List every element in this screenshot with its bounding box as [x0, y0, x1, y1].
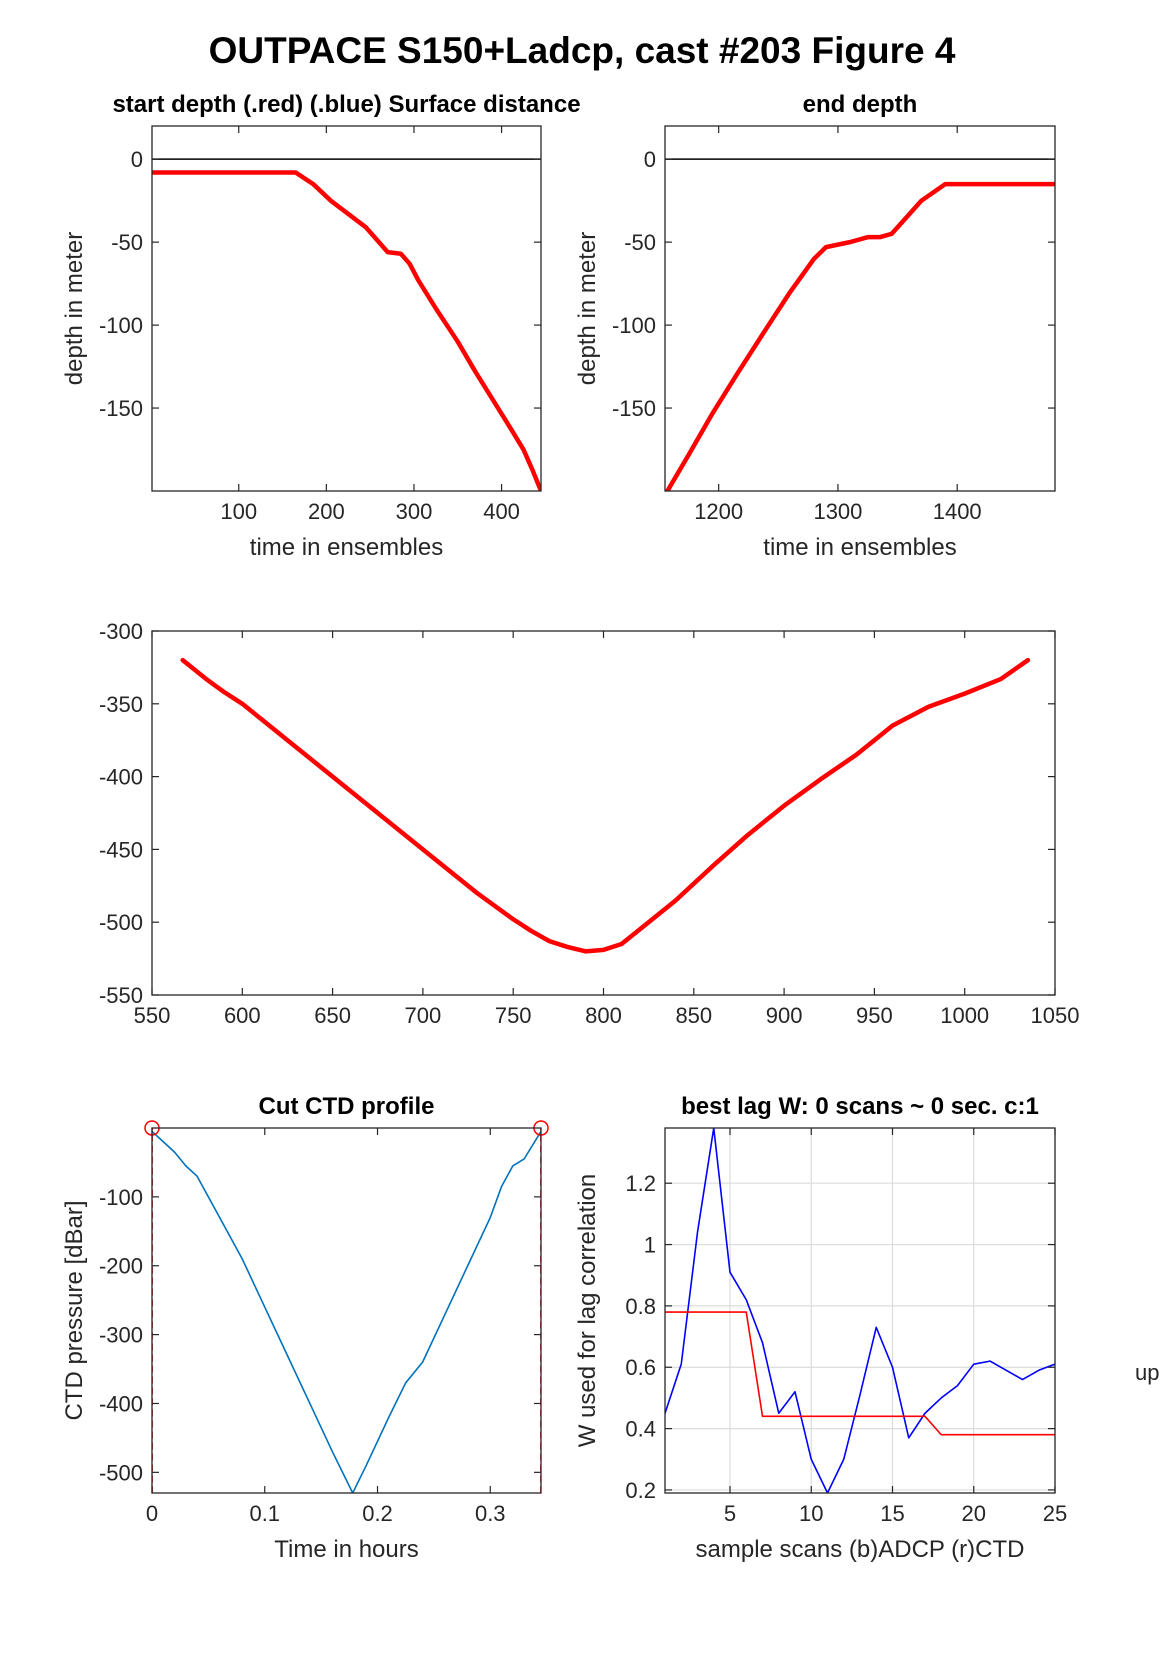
- series-line-1: [665, 1128, 1055, 1493]
- x-tick-label: 950: [856, 1003, 893, 1028]
- x-tick-label: 600: [224, 1003, 261, 1028]
- x-tick-label: 900: [766, 1003, 803, 1028]
- x-tick-label: 0: [146, 1501, 158, 1526]
- y-tick-label: -300: [99, 619, 143, 644]
- x-axis-label: time in ensembles: [763, 534, 956, 561]
- axes-box: [664, 1127, 1056, 1494]
- x-tick-label: 550: [134, 1003, 171, 1028]
- x-tick-label: 0.2: [362, 1501, 393, 1526]
- y-axis-label: CTD pressure [dBar]: [61, 1200, 88, 1420]
- y-tick-label: -50: [111, 230, 143, 255]
- panel-end: 1200 1300 1400 0 -50 -100 -150 end depth time in…: [574, 91, 1056, 561]
- series-line-2: [665, 1311, 1055, 1436]
- series-line-1: [152, 1130, 541, 1493]
- x-tick-label: 100: [220, 499, 257, 524]
- y-axis-label: W used for lag correlation: [574, 1174, 601, 1447]
- y-tick-label: 0.2: [625, 1478, 656, 1503]
- y-tick-label: -350: [99, 692, 143, 717]
- x-tick-label: 400: [483, 499, 520, 524]
- series-line-1: [152, 170, 541, 491]
- y-tick-label: 1: [644, 1233, 656, 1258]
- panel-middle: 550 600 650 700 750 800 850 900 950 1000 1050 -300 -…: [99, 619, 1080, 1028]
- axes-box: [151, 125, 542, 492]
- y-tick-label: -500: [99, 910, 143, 935]
- x-axis-label: time in ensembles: [250, 534, 443, 561]
- y-tick-label: -550: [99, 983, 143, 1008]
- y-axis-label: depth in meter: [61, 232, 88, 385]
- x-tick-label: 650: [314, 1003, 351, 1028]
- axes-box: [151, 630, 1056, 996]
- x-tick-label: 10: [799, 1501, 823, 1526]
- y-tick-label: 0.8: [625, 1294, 656, 1319]
- panel-title: start depth (.red) (.blue) Surface dista…: [112, 91, 580, 118]
- y-tick-label: 0.6: [625, 1355, 656, 1380]
- x-tick-label: 750: [495, 1003, 532, 1028]
- y-tick-label: -200: [99, 1254, 143, 1279]
- x-axis-label: Time in hours: [274, 1536, 419, 1563]
- x-tick-label: 800: [585, 1003, 622, 1028]
- panel-title: best lag W: 0 scans ~ 0 sec. c:1: [681, 1093, 1039, 1120]
- x-tick-label: 1000: [940, 1003, 989, 1028]
- y-tick-label: -100: [612, 313, 656, 338]
- figure-title: OUTPACE S150+Ladcp, cast #203 Figure 4: [209, 30, 956, 71]
- y-tick-label: -100: [99, 313, 143, 338]
- y-tick-label: -450: [99, 837, 143, 862]
- side-label: up: [1135, 1360, 1159, 1385]
- axes-box: [664, 125, 1056, 492]
- panel-ctd: 0 0.1 0.2 0.3 -100 -200 -300 -400 -500 Cut CTD pr…: [61, 1093, 549, 1563]
- y-tick-label: -300: [99, 1323, 143, 1348]
- y-tick-label: 0.4: [625, 1417, 656, 1442]
- y-tick-label: -400: [99, 1391, 143, 1416]
- x-tick-label: 25: [1043, 1501, 1067, 1526]
- x-tick-label: 850: [675, 1003, 712, 1028]
- y-tick-label: 0: [131, 147, 143, 172]
- x-tick-label: 1200: [694, 499, 743, 524]
- series-line-1: [665, 181, 1055, 491]
- x-tick-label: 20: [962, 1501, 986, 1526]
- y-tick-label: -150: [612, 396, 656, 421]
- panel-title: Cut CTD profile: [259, 1093, 435, 1120]
- y-tick-label: -400: [99, 765, 143, 790]
- y-tick-label: -150: [99, 396, 143, 421]
- panel-lag: 5 10 15 20 25 0.2 0.4 0.6 0.8 1 1.2 best lag W: 0 s…: [574, 1093, 1067, 1563]
- x-tick-label: 5: [724, 1501, 736, 1526]
- panel-start: 100 200 300 400 0 -50 -100 -150 start depth (.re…: [61, 91, 581, 561]
- x-tick-label: 700: [405, 1003, 442, 1028]
- x-tick-label: 0.3: [475, 1501, 506, 1526]
- x-tick-label: 1400: [933, 499, 982, 524]
- x-tick-label: 300: [396, 499, 433, 524]
- y-tick-label: 1.2: [625, 1171, 656, 1196]
- y-tick-label: 0: [644, 147, 656, 172]
- x-tick-label: 200: [308, 499, 345, 524]
- x-tick-label: 1300: [813, 499, 862, 524]
- panel-title: end depth: [803, 91, 918, 118]
- series-line-1: [180, 657, 1031, 954]
- axes-box: [151, 1127, 542, 1494]
- x-tick-label: 15: [880, 1501, 904, 1526]
- x-axis-label: sample scans (b)ADCP (r)CTD: [696, 1536, 1025, 1563]
- y-tick-label: -100: [99, 1185, 143, 1210]
- y-tick-label: -500: [99, 1460, 143, 1485]
- y-axis-label: depth in meter: [574, 232, 601, 385]
- y-tick-label: -50: [624, 230, 656, 255]
- x-tick-label: 0.1: [249, 1501, 280, 1526]
- x-tick-label: 1050: [1031, 1003, 1080, 1028]
